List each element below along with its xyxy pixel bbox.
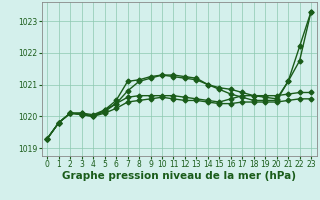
X-axis label: Graphe pression niveau de la mer (hPa): Graphe pression niveau de la mer (hPa): [62, 171, 296, 181]
